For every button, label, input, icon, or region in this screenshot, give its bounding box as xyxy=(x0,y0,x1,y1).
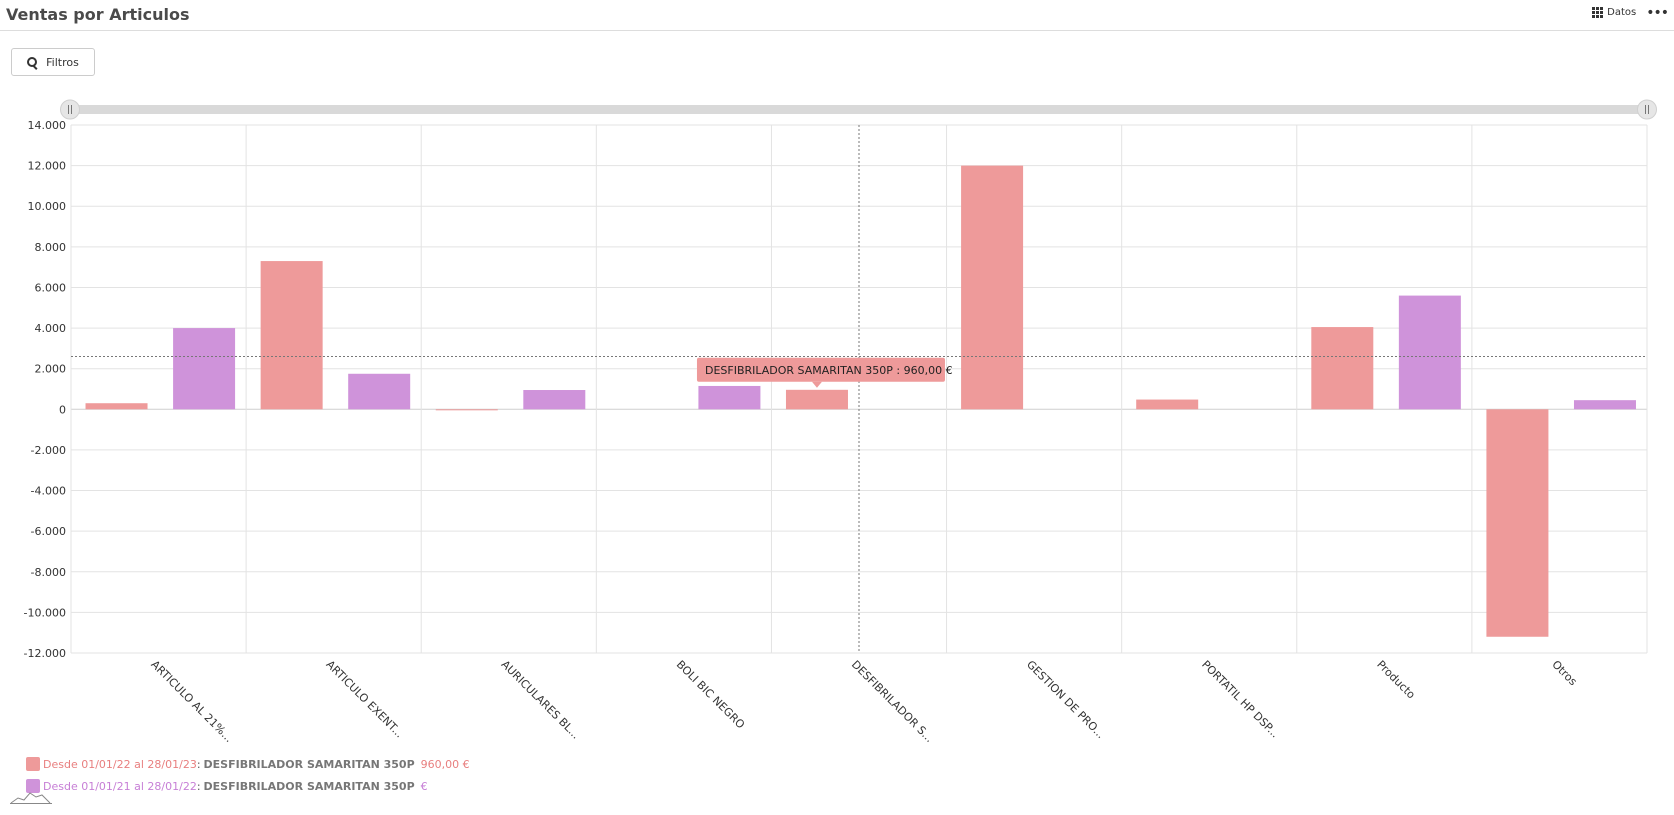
y-tick-label: 14.000 xyxy=(28,119,67,132)
filtros-label: Filtros xyxy=(46,55,79,69)
legend-item-series-b[interactable]: Desde 01/01/21 al 28/01/22: DESFIBRILADO… xyxy=(26,775,470,797)
datos-label: Datos xyxy=(1607,7,1637,18)
y-tick-label: -6.000 xyxy=(31,525,66,538)
scrollbar-handle-right[interactable] xyxy=(1637,99,1657,120)
bar-series-b-0[interactable] xyxy=(173,328,236,410)
y-tick-label: 2.000 xyxy=(35,363,67,376)
y-tick-label: 0 xyxy=(59,403,66,416)
legend-swatch-a xyxy=(26,757,40,771)
x-tick-label: DESFIBRILADOR S... xyxy=(849,658,936,745)
datos-button[interactable]: Datos xyxy=(1592,7,1636,18)
bar-series-a-4[interactable] xyxy=(785,389,848,410)
scrollbar-handle-left[interactable] xyxy=(60,99,80,120)
bar-series-b-8[interactable] xyxy=(1573,400,1636,410)
x-tick-label: Producto xyxy=(1374,658,1418,702)
legend-range-a: Desde 01/01/22 al 28/01/23 xyxy=(43,757,197,771)
x-tick-label: BOLI BIC NEGRO xyxy=(674,658,748,732)
x-tick-label: ARTICULO AL 21%... xyxy=(148,658,235,745)
bar-series-a-5[interactable] xyxy=(961,165,1024,410)
legend-separator-b: : xyxy=(196,779,201,793)
legend-value-b: € xyxy=(420,779,428,793)
y-tick-label: -4.000 xyxy=(31,485,66,498)
x-tick-label: PORTATIL HP DSP... xyxy=(1199,658,1281,740)
title-bar: Ventas por Articulos Datos ••• xyxy=(0,0,1674,31)
bar-series-b-3[interactable] xyxy=(698,385,761,410)
bar-series-b-7[interactable] xyxy=(1398,295,1461,410)
area-chart-icon xyxy=(10,792,52,804)
legend-item-name-b: DESFIBRILADOR SAMARITAN 350P xyxy=(203,779,415,793)
legend-separator-a: : xyxy=(196,757,201,771)
y-tick-label: -8.000 xyxy=(31,566,66,579)
tooltip-box xyxy=(696,357,945,382)
bar-series-b-2[interactable] xyxy=(523,390,586,410)
bar-series-a-0[interactable] xyxy=(85,403,148,410)
page-title: Ventas por Articulos xyxy=(6,5,190,24)
tooltip-arrow xyxy=(811,381,822,388)
search-icon xyxy=(27,56,38,68)
table-grid-icon xyxy=(1592,7,1604,18)
legend-item-name-a: DESFIBRILADOR SAMARITAN 350P xyxy=(203,757,415,771)
bar-series-a-6[interactable] xyxy=(1136,399,1199,410)
legend-range-b: Desde 01/01/21 al 28/01/22 xyxy=(43,779,197,793)
legend-swatch-b xyxy=(26,779,40,793)
y-tick-label: 4.000 xyxy=(35,322,67,335)
tooltip: DESFIBRILADOR SAMARITAN 350P : 960,00 € xyxy=(696,357,953,388)
x-tick-label: GESTION DE PRO... xyxy=(1024,658,1107,741)
legend: Desde 01/01/22 al 28/01/23: DESFIBRILADO… xyxy=(26,753,470,797)
x-tick-label: ARTICULO EXENT... xyxy=(324,658,406,740)
filtros-button[interactable]: Filtros xyxy=(11,48,95,76)
x-tick-label: AURICULARES BL... xyxy=(499,658,583,742)
legend-value-a: 960,00 € xyxy=(420,757,470,771)
y-tick-label: -12.000 xyxy=(24,647,66,660)
scrollbar-track[interactable] xyxy=(70,105,1648,114)
bar-series-a-2[interactable] xyxy=(435,409,498,411)
x-tick-label: Otros xyxy=(1549,658,1579,688)
y-tick-label: 8.000 xyxy=(35,241,67,254)
y-tick-label: -10.000 xyxy=(24,606,66,619)
y-tick-label: 12.000 xyxy=(28,160,67,173)
legend-item-series-a[interactable]: Desde 01/01/22 al 28/01/23: DESFIBRILADO… xyxy=(26,753,470,775)
bar-series-a-7[interactable] xyxy=(1311,327,1374,410)
top-actions: Datos ••• xyxy=(1592,4,1669,21)
tooltip-text: DESFIBRILADOR SAMARITAN 350P : 960,00 € xyxy=(705,364,953,377)
bar-series-a-8[interactable] xyxy=(1486,409,1549,637)
more-options-icon[interactable]: ••• xyxy=(1646,4,1669,21)
y-tick-label: -2.000 xyxy=(31,444,66,457)
bar-series-a-1[interactable] xyxy=(260,261,323,410)
bar-series-b-1[interactable] xyxy=(348,373,411,410)
y-tick-label: 6.000 xyxy=(35,281,67,294)
y-tick-label: 10.000 xyxy=(28,200,67,213)
